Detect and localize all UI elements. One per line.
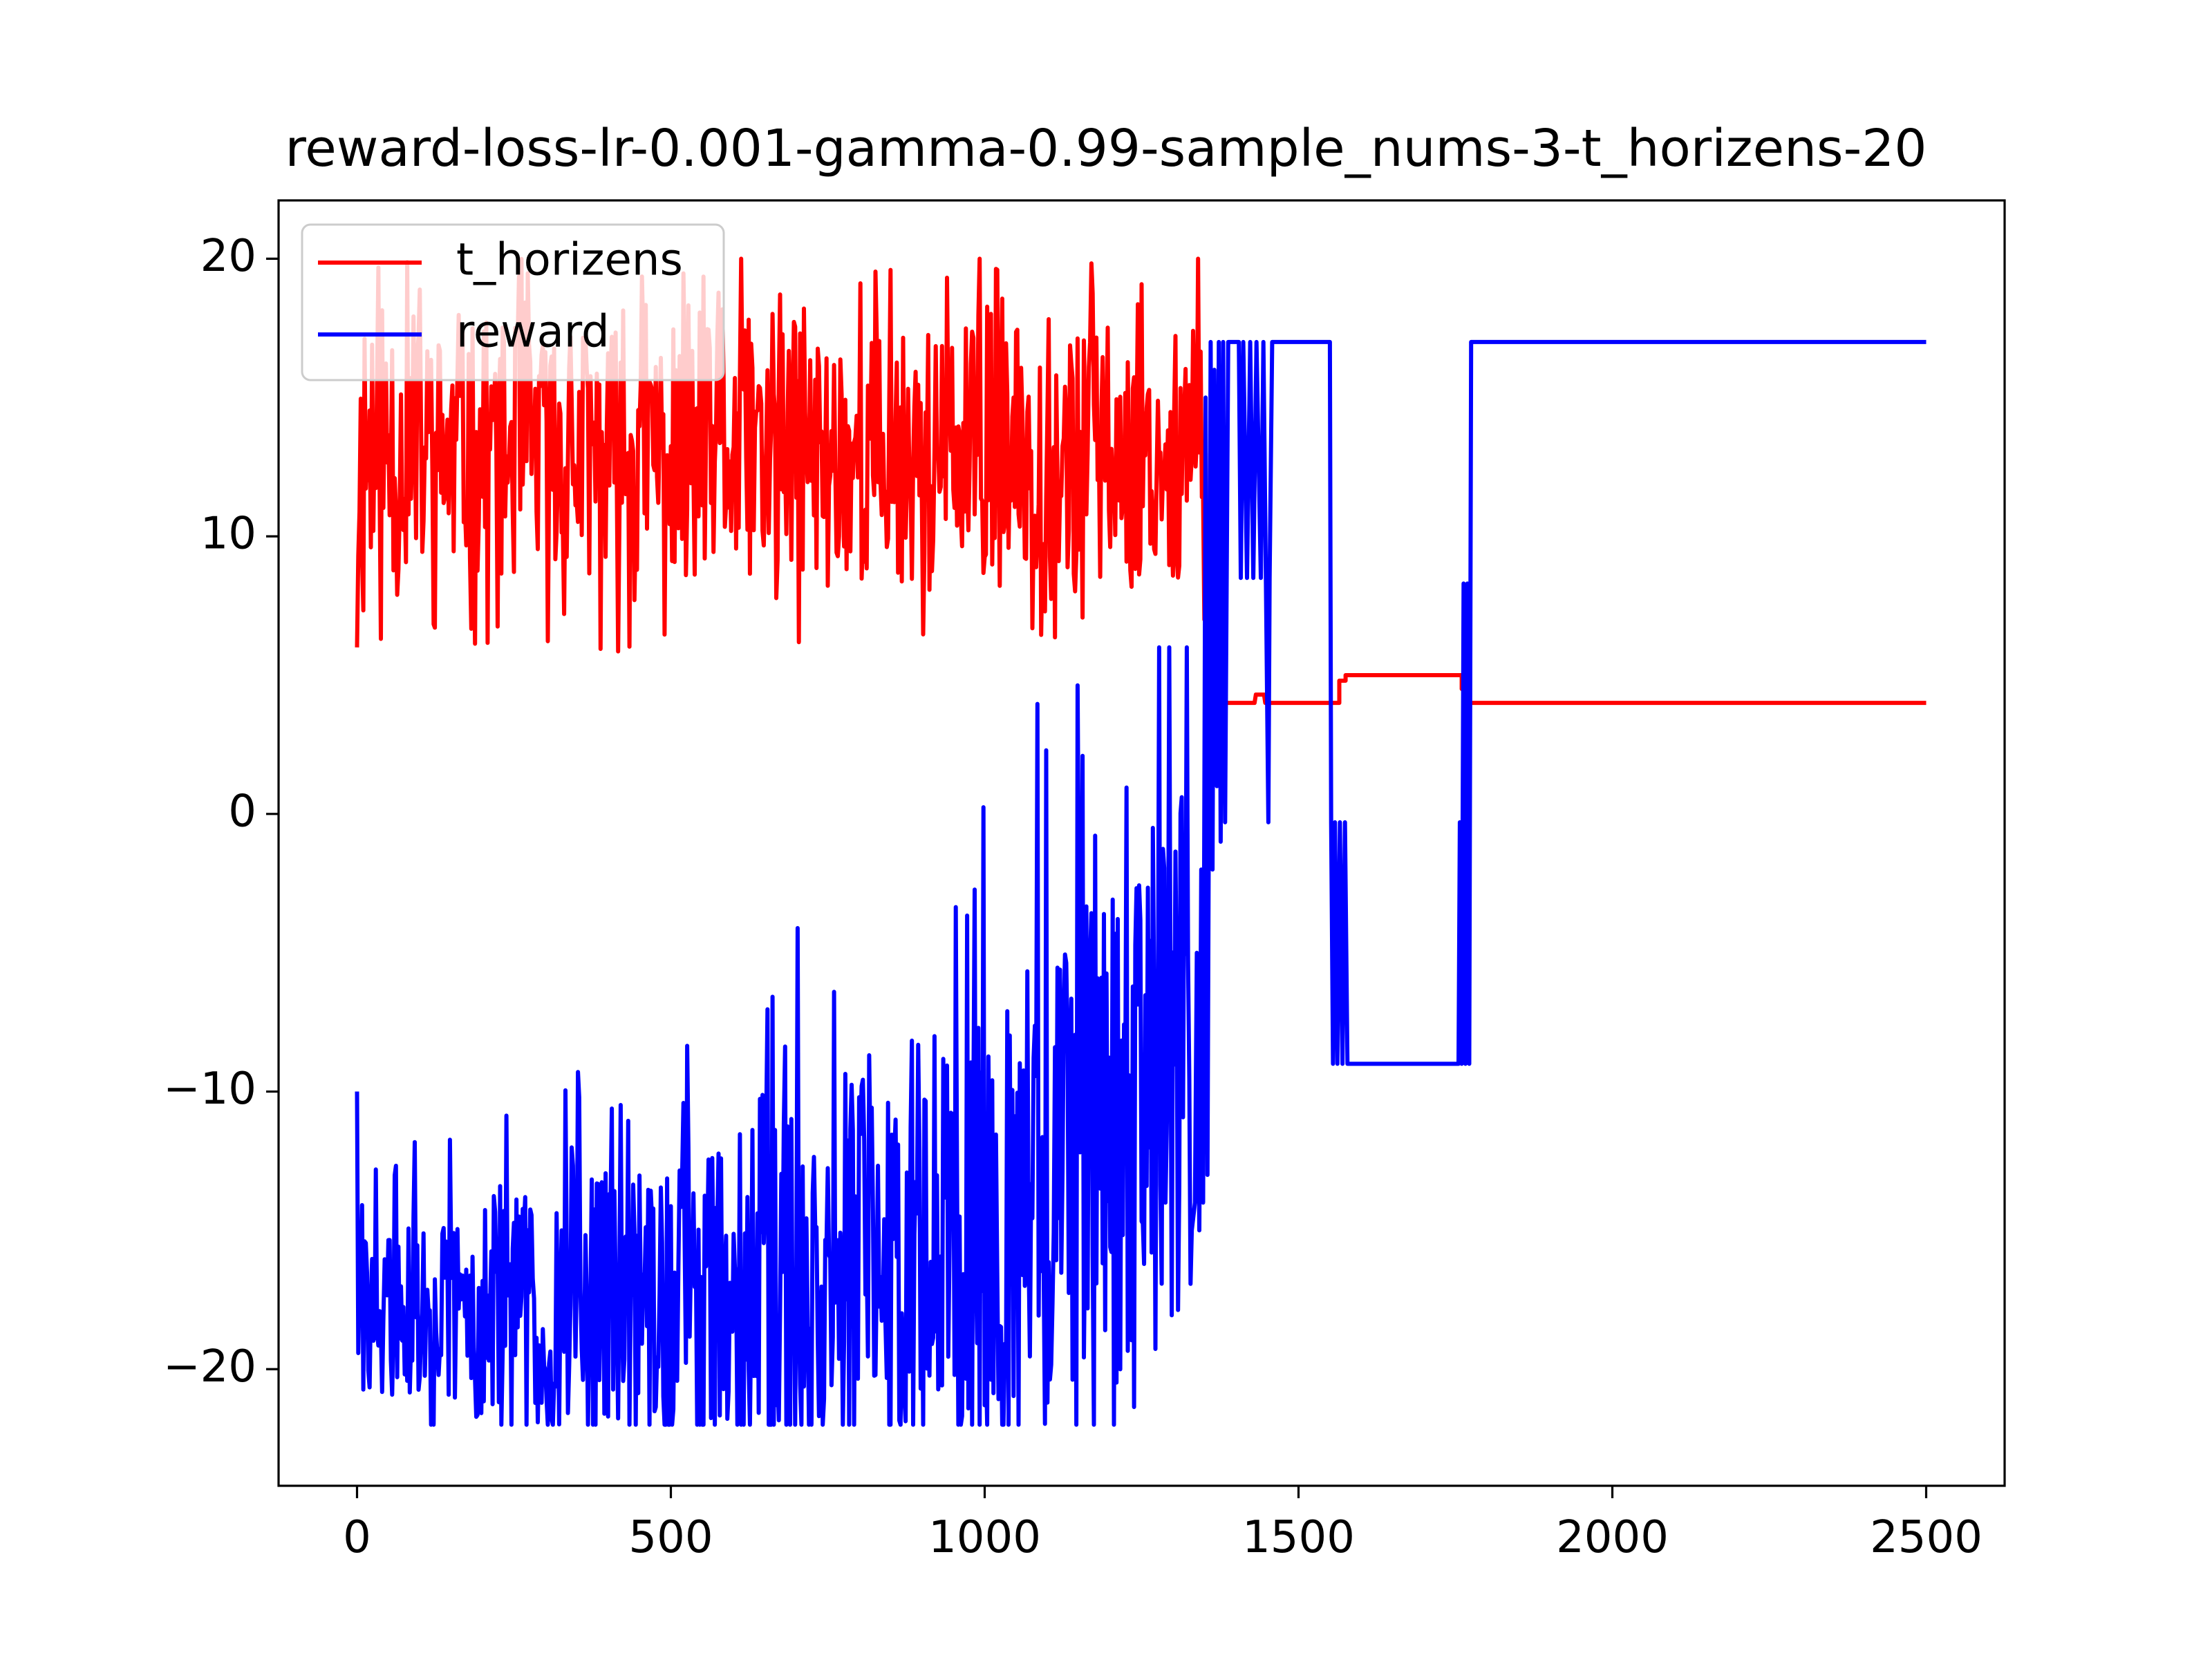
y-axis: −20 −10 0 10 20 — [163, 231, 279, 1392]
y-tick-label: 20 — [200, 231, 256, 282]
plot-frame — [277, 199, 2006, 1487]
x-tick-label: 500 — [628, 1512, 713, 1563]
legend: t_horizens reward — [301, 223, 725, 381]
series-line-reward — [355, 339, 1927, 1427]
y-tick-label: 10 — [200, 509, 256, 560]
y-tick-label: −10 — [163, 1064, 256, 1115]
legend-label-t-horizens: t_horizens — [456, 235, 683, 286]
y-tick-label: −20 — [163, 1341, 256, 1392]
x-tick-label: 0 — [343, 1512, 371, 1563]
x-tick-label: 2500 — [1870, 1512, 1983, 1563]
x-tick-label: 1000 — [928, 1512, 1041, 1563]
x-tick-label: 2000 — [1556, 1512, 1669, 1563]
legend-label-reward: reward — [456, 307, 610, 358]
x-tick-label: 1500 — [1242, 1512, 1355, 1563]
x-axis: 0 500 1000 1500 2000 2500 — [343, 1486, 1983, 1563]
y-tick-label: 0 — [228, 786, 256, 837]
chart-title: reward-loss-lr-0.001-gamma-0.99-sample_n… — [285, 119, 1927, 178]
